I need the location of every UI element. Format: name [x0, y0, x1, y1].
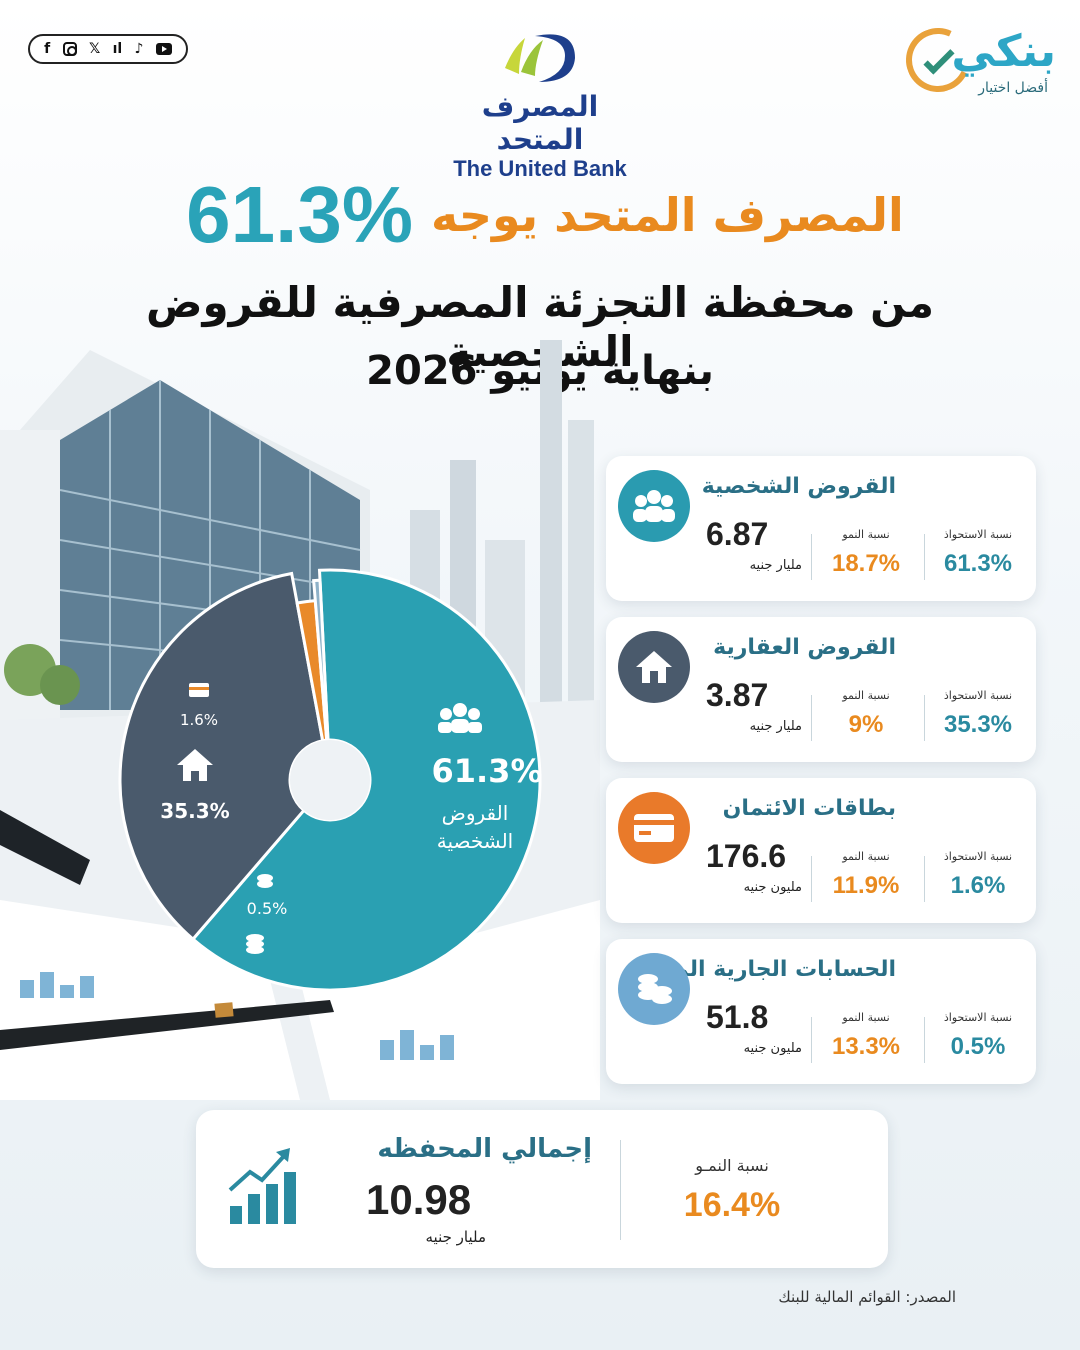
coins-icon: [257, 874, 273, 888]
card-title: بطاقات الائتمان: [722, 796, 896, 821]
house-icon: [618, 631, 690, 703]
growth-value: 18.7%: [831, 550, 901, 577]
growth-label: نسبة النمو: [842, 850, 890, 863]
brand-name: بنكي: [951, 26, 1056, 77]
portfolio-donut-chart: 61.3% القروض الشخصية 35.3% 1.6% 0.5%: [118, 568, 543, 992]
tiktok-icon[interactable]: ♪: [134, 41, 144, 57]
bank-name-en: The United Bank: [453, 156, 627, 181]
card-amount: 6.87: [706, 516, 769, 552]
growth-value: 9%: [848, 711, 884, 738]
summary-amount: 10.98: [366, 1176, 472, 1223]
card-unit: مليون جنيه: [743, 880, 802, 895]
card-unit: مليار جنيه: [749, 558, 802, 573]
card-personal-loans: القروض الشخصية 6.87 مليار جنيه نسبة النم…: [606, 456, 1036, 601]
share-label: نسبة الاستحواذ: [943, 850, 1013, 863]
divider: [924, 534, 925, 580]
share-label: نسبة الاستحواذ: [943, 1011, 1013, 1024]
twitter-icon[interactable]: 𝕏: [88, 41, 101, 57]
card-unit: مليار جنيه: [749, 719, 802, 734]
slice-label-personal: 61.3%: [431, 752, 542, 790]
donut-hole: [290, 740, 370, 820]
growth-label: نسبة النمو: [842, 689, 890, 702]
headline-percent: 61.3%: [186, 170, 413, 259]
share-value: 0.5%: [950, 1033, 1006, 1060]
growth-chart-icon: [228, 1148, 296, 1224]
share-label: نسبة الاستحواذ: [943, 528, 1013, 541]
card-current-accounts: الحسابات الجارية المدينة 51.8 مليون جنيه…: [606, 939, 1036, 1084]
slice-label-mortgage: 35.3%: [160, 799, 229, 823]
group-icon: [438, 703, 482, 733]
growth-label: نسبة النمو: [842, 1011, 890, 1024]
coins-icon: [618, 953, 690, 1025]
headline-line3: بنهاية يونيو 2026: [366, 348, 714, 394]
facebook-icon[interactable]: f: [44, 41, 51, 57]
divider: [924, 695, 925, 741]
headline: المصرف المتحد يوجه 61.3%: [140, 170, 950, 260]
instagram-icon[interactable]: [62, 42, 77, 56]
share-value: 61.3%: [943, 550, 1013, 577]
brand-tagline: أفضل اختيار: [978, 80, 1048, 96]
share-value: 1.6%: [950, 872, 1006, 899]
card-amount: 3.87: [706, 677, 769, 713]
slice-label-current: 0.5%: [247, 899, 288, 918]
coins-stack-icon: [246, 934, 264, 954]
divider: [620, 1140, 621, 1240]
headline-text: المصرف المتحد يوجه: [431, 188, 904, 242]
summary-unit: مليار جنيه: [425, 1228, 486, 1246]
bank-name-ar: المصرف المتحد: [481, 90, 599, 156]
slice-label-cards: 1.6%: [180, 711, 218, 729]
center-label-line2: الشخصية: [437, 829, 514, 853]
threads-icon[interactable]: ıl: [112, 41, 123, 57]
youtube-icon[interactable]: [155, 43, 172, 55]
divider: [811, 695, 812, 741]
summary-growth-label: نسبة النمـو: [695, 1156, 769, 1175]
divider: [811, 856, 812, 902]
card-amount: 176.6: [706, 838, 787, 874]
credit-card-icon: [189, 683, 209, 697]
growth-value: 11.9%: [832, 872, 900, 899]
growth-label: نسبة النمو: [842, 528, 890, 541]
brand-logo: بنكي أفضل اختيار: [896, 18, 1056, 104]
card-title: القروض العقارية: [713, 635, 896, 660]
divider: [811, 534, 812, 580]
headline-line2: من محفظة التجزئة المصرفية للقروض الشخصية: [146, 278, 934, 376]
card-mortgage-loans: القروض العقارية 3.87 مليار جنيه نسبة الن…: [606, 617, 1036, 762]
bank-logo: المصرف المتحد The United Bank: [440, 28, 640, 181]
card-amount: 51.8: [706, 999, 769, 1035]
portfolio-summary: إجمالي المحفظه 10.98 مليار جنيه نسبة الن…: [196, 1110, 888, 1268]
summary-title: إجمالي المحفظه: [377, 1134, 592, 1164]
card-unit: مليون جنيه: [743, 1041, 802, 1056]
share-value: 35.3%: [943, 711, 1013, 738]
bank-emblem-icon: [505, 34, 575, 82]
center-label-line1: القروض: [442, 801, 509, 825]
source-note: المصدر: القوائم المالية للبنك: [778, 1288, 956, 1306]
card-title: القروض الشخصية: [701, 474, 896, 499]
summary-growth-value: 16.4%: [683, 1186, 781, 1224]
growth-value: 13.3%: [831, 1033, 901, 1060]
credit-card-icon: [618, 792, 690, 864]
divider: [924, 1017, 925, 1063]
house-icon: [177, 749, 213, 781]
share-label: نسبة الاستحواذ: [943, 689, 1013, 702]
group-icon: [618, 470, 690, 542]
divider: [811, 1017, 812, 1063]
card-credit-cards: بطاقات الائتمان 176.6 مليون جنيه نسبة ال…: [606, 778, 1036, 923]
social-bar: f 𝕏 ıl ♪: [28, 34, 188, 64]
divider: [924, 856, 925, 902]
segment-cards: القروض الشخصية 6.87 مليار جنيه نسبة النم…: [606, 456, 1036, 1100]
